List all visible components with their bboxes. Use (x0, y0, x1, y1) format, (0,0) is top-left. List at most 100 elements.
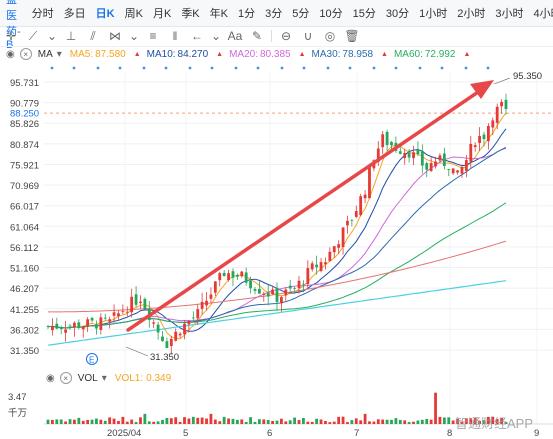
volume-bar (240, 419, 244, 424)
dot-marker (256, 66, 260, 70)
parallel-lines-icon[interactable]: ‖ (172, 29, 178, 43)
period-tab[interactable]: 1小时 (419, 8, 448, 20)
dot-marker (372, 66, 376, 70)
chevron-down-icon[interactable]: ⌄ (46, 29, 58, 43)
candle-body (390, 141, 393, 146)
period-tab[interactable]: 5分 (292, 8, 310, 20)
volume-bar (59, 419, 63, 424)
candle-body (363, 194, 367, 199)
channel-icon[interactable]: ⫽ (90, 28, 96, 43)
volume-bar (121, 416, 125, 424)
period-tab[interactable]: 年K (209, 8, 228, 20)
price-tick-label: 61.064 (10, 222, 39, 233)
candle-body (420, 150, 424, 166)
eye-icon[interactable]: ◉ (46, 372, 55, 384)
candle-body (504, 99, 508, 109)
eye-icon[interactable]: ◉ (6, 48, 15, 60)
price-tick-label: 31.350 (10, 346, 39, 357)
candle-body (125, 311, 129, 313)
candle-body (46, 325, 50, 327)
volume-bar (187, 418, 191, 424)
volume-axis-unit: 千万 (8, 408, 27, 419)
watermark-text: 智通财经APP (455, 416, 533, 431)
trend-line-icon[interactable]: ⟋ (28, 28, 38, 43)
stock-name[interactable]: 亚盛医药-B (6, 0, 21, 51)
vol-settings-icon[interactable]: ▾ (101, 372, 107, 384)
candle-body (315, 264, 319, 268)
zigzag-icon[interactable]: ⋈ (109, 29, 121, 43)
price-tick-label: 90.779 (10, 99, 39, 110)
volume-bar (381, 419, 385, 424)
pencil-icon[interactable]: ✎ (251, 29, 263, 43)
period-tab[interactable]: 季K (181, 8, 200, 20)
price-tick-label: 85.826 (10, 119, 39, 130)
candle-body (51, 326, 54, 331)
ma-value: 84.270 (177, 48, 209, 60)
volume-bar (420, 419, 424, 424)
period-tab[interactable]: 分时 (31, 8, 54, 20)
volume-bar (464, 418, 468, 424)
period-tab[interactable]: 月K (152, 8, 172, 20)
x-tick-label: 7 (354, 428, 359, 439)
volume-bar (165, 417, 169, 424)
candle-body (407, 152, 411, 158)
volume-bar (341, 416, 345, 424)
candle-body (112, 312, 116, 316)
candle-body (257, 288, 261, 294)
close-icon[interactable]: × (19, 48, 32, 60)
arrow-tool-icon[interactable]: ← (191, 29, 203, 43)
drawing-toolbar: ✛ ⟋ ⌄ ⊥ ⫽ ⋈ ⌄ ≡ ‖ ← ⌄ Aa ✎ ⊖ ∪ ◎ 🗑 (0, 26, 553, 47)
volume-bar (231, 418, 235, 424)
candle-body (152, 322, 156, 324)
dot-marker (96, 66, 100, 70)
period-tab[interactable]: 15分 (352, 8, 376, 20)
candle-body (240, 271, 244, 277)
period-tab[interactable]: 10分 (319, 8, 343, 20)
period-tab[interactable]: 3分 (265, 8, 283, 20)
candle-body (77, 322, 81, 328)
chevron-down-icon[interactable]: ⌄ (128, 29, 140, 43)
dot-marker (234, 66, 238, 70)
candle-body (244, 272, 248, 283)
high-price-label: 95.350 (513, 71, 542, 82)
volume-bar (456, 419, 459, 424)
period-tab[interactable]: 周K (124, 8, 143, 20)
eye-icon[interactable]: ◎ (324, 29, 336, 43)
magnet-icon[interactable]: ∪ (303, 29, 313, 43)
ma-values: MA5: 87.580 ▲ MA10: 84.270 ▲ MA20: 80.385 ▲ MA30:… (70, 49, 477, 60)
horizontal-line-icon[interactable]: ⊥ (65, 29, 77, 43)
lock-icon[interactable]: ⊖ (280, 29, 292, 43)
period-tab[interactable]: 日K (95, 8, 115, 20)
volume-bar (205, 418, 208, 424)
candle-body (55, 323, 59, 329)
close-icon[interactable]: × (59, 372, 72, 384)
ma250-line (47, 280, 507, 346)
dot-marker (142, 66, 146, 70)
period-tab[interactable]: 3小时 (495, 8, 524, 20)
text-tool-icon[interactable]: Aa (227, 29, 243, 43)
period-tab[interactable]: 1分 (238, 8, 256, 20)
crosshair-icon[interactable]: ✛ (5, 29, 17, 43)
candle-body (187, 320, 191, 325)
vol1-name: VOL1: (114, 372, 144, 384)
period-tab[interactable]: 多日 (63, 8, 86, 20)
ma-label[interactable]: MA (37, 48, 53, 60)
volume-bar (147, 421, 151, 424)
ma-settings-icon[interactable]: ▾ (56, 48, 62, 60)
period-tab[interactable]: 2小时 (457, 8, 486, 20)
ma-name: MA10: (146, 48, 176, 60)
period-tab[interactable]: 30分 (385, 8, 410, 20)
candle-body (143, 298, 147, 310)
chevron-down-icon[interactable]: ⌄ (210, 29, 222, 43)
candle-body (205, 300, 208, 306)
trash-icon[interactable]: 🗑 (344, 29, 360, 43)
vol-label[interactable]: VOL (77, 372, 98, 384)
trend-arrow-head (470, 80, 494, 99)
period-tab[interactable]: 4小时 (533, 8, 553, 20)
fibonacci-icon[interactable]: ≡ (149, 29, 157, 43)
candle-body (280, 297, 283, 304)
candle-body (209, 294, 213, 299)
divider (271, 30, 272, 42)
volume-bar (161, 419, 164, 424)
